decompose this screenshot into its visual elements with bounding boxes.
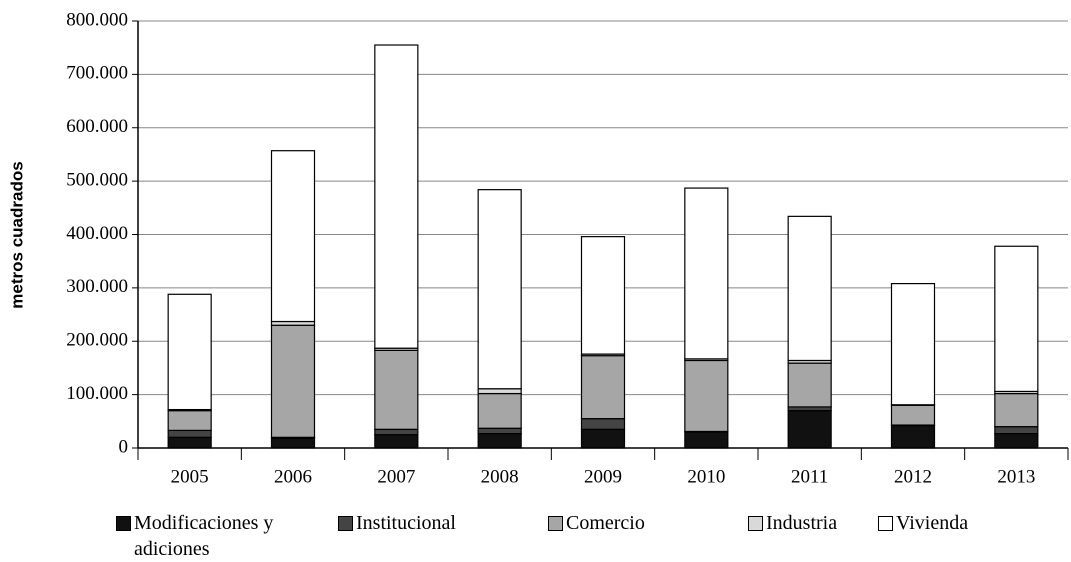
y-tick-label: 100.000 bbox=[66, 383, 128, 404]
bar-segment bbox=[477, 388, 522, 395]
bar-segment bbox=[477, 392, 522, 429]
bar-segment bbox=[167, 293, 212, 411]
legend-item: Industria bbox=[748, 510, 878, 536]
legend-item: Institucional bbox=[338, 510, 538, 536]
bar-segment bbox=[374, 349, 419, 430]
bar-segment bbox=[684, 359, 729, 433]
bar-segment bbox=[270, 324, 316, 438]
bar-segment bbox=[684, 431, 729, 449]
bar-segment bbox=[374, 434, 419, 449]
y-tick-label: 300.000 bbox=[66, 276, 128, 297]
bar-segment bbox=[477, 427, 522, 435]
y-tick-label: 500.000 bbox=[66, 169, 128, 190]
chart: metros cuadrados 0 100.000 200.000 300.000 4… bbox=[7, 9, 1069, 487]
legend-item: Vivienda bbox=[878, 510, 1038, 536]
bar-segment bbox=[477, 189, 522, 390]
legend-swatch bbox=[878, 516, 893, 531]
y-tick-label: 200.000 bbox=[66, 330, 128, 351]
bar-segment bbox=[994, 426, 1039, 435]
bar-segment bbox=[270, 150, 316, 323]
x-tick-label: 2006 bbox=[274, 466, 312, 487]
x-tick-label: 2005 bbox=[171, 466, 209, 487]
y-tick-label: 400.000 bbox=[66, 223, 128, 244]
x-tick-label: 2007 bbox=[377, 466, 415, 487]
x-tick-label: 2008 bbox=[481, 466, 519, 487]
bar-segment bbox=[374, 428, 419, 436]
y-tick-label: 800.000 bbox=[66, 9, 128, 30]
bar-segment bbox=[787, 215, 832, 362]
bar-segment bbox=[374, 44, 419, 349]
y-axis-label: metros cuadrados bbox=[7, 161, 26, 308]
bar-segment bbox=[787, 410, 832, 449]
x-tick-label: 2011 bbox=[791, 466, 828, 487]
bar-segment bbox=[167, 429, 212, 438]
bar-segment bbox=[580, 236, 626, 355]
bar-segment bbox=[580, 355, 626, 420]
y-tick-label: 0 bbox=[119, 436, 129, 457]
x-tick-label: 2010 bbox=[687, 466, 725, 487]
bar-segment bbox=[580, 418, 626, 430]
bar-segment bbox=[994, 245, 1039, 393]
legend-swatch bbox=[116, 516, 131, 531]
legend-swatch bbox=[338, 516, 353, 531]
bar-segment bbox=[890, 424, 936, 449]
bar-segment bbox=[684, 187, 729, 360]
bar-segment bbox=[477, 432, 522, 449]
legend-label: Industria bbox=[766, 512, 838, 534]
bar-segment bbox=[167, 436, 212, 449]
legend-label: Vivienda bbox=[896, 512, 969, 534]
y-tick-label: 600.000 bbox=[66, 116, 128, 137]
bar-segment bbox=[787, 362, 832, 408]
legend-item: Comercio bbox=[548, 510, 748, 536]
legend-label: Institucional bbox=[356, 512, 456, 534]
bar-segment bbox=[890, 283, 936, 406]
bar-segment bbox=[994, 432, 1039, 449]
x-tick-label: 2013 bbox=[997, 466, 1035, 487]
bar-segment bbox=[890, 404, 936, 426]
bar-segment bbox=[994, 392, 1039, 428]
bar-segment bbox=[167, 410, 212, 431]
x-tick-label: 2012 bbox=[894, 466, 932, 487]
legend-swatch bbox=[748, 516, 763, 531]
legend-label: Modificaciones y adiciones bbox=[134, 512, 274, 560]
y-tick-label: 700.000 bbox=[66, 63, 128, 84]
legend-swatch bbox=[548, 516, 563, 531]
x-tick-label: 2009 bbox=[584, 466, 622, 487]
legend-label: Comercio bbox=[566, 512, 645, 534]
legend-item: Modificaciones y adiciones bbox=[116, 510, 276, 562]
bar-segment bbox=[580, 428, 626, 449]
bar-segment bbox=[270, 437, 316, 449]
